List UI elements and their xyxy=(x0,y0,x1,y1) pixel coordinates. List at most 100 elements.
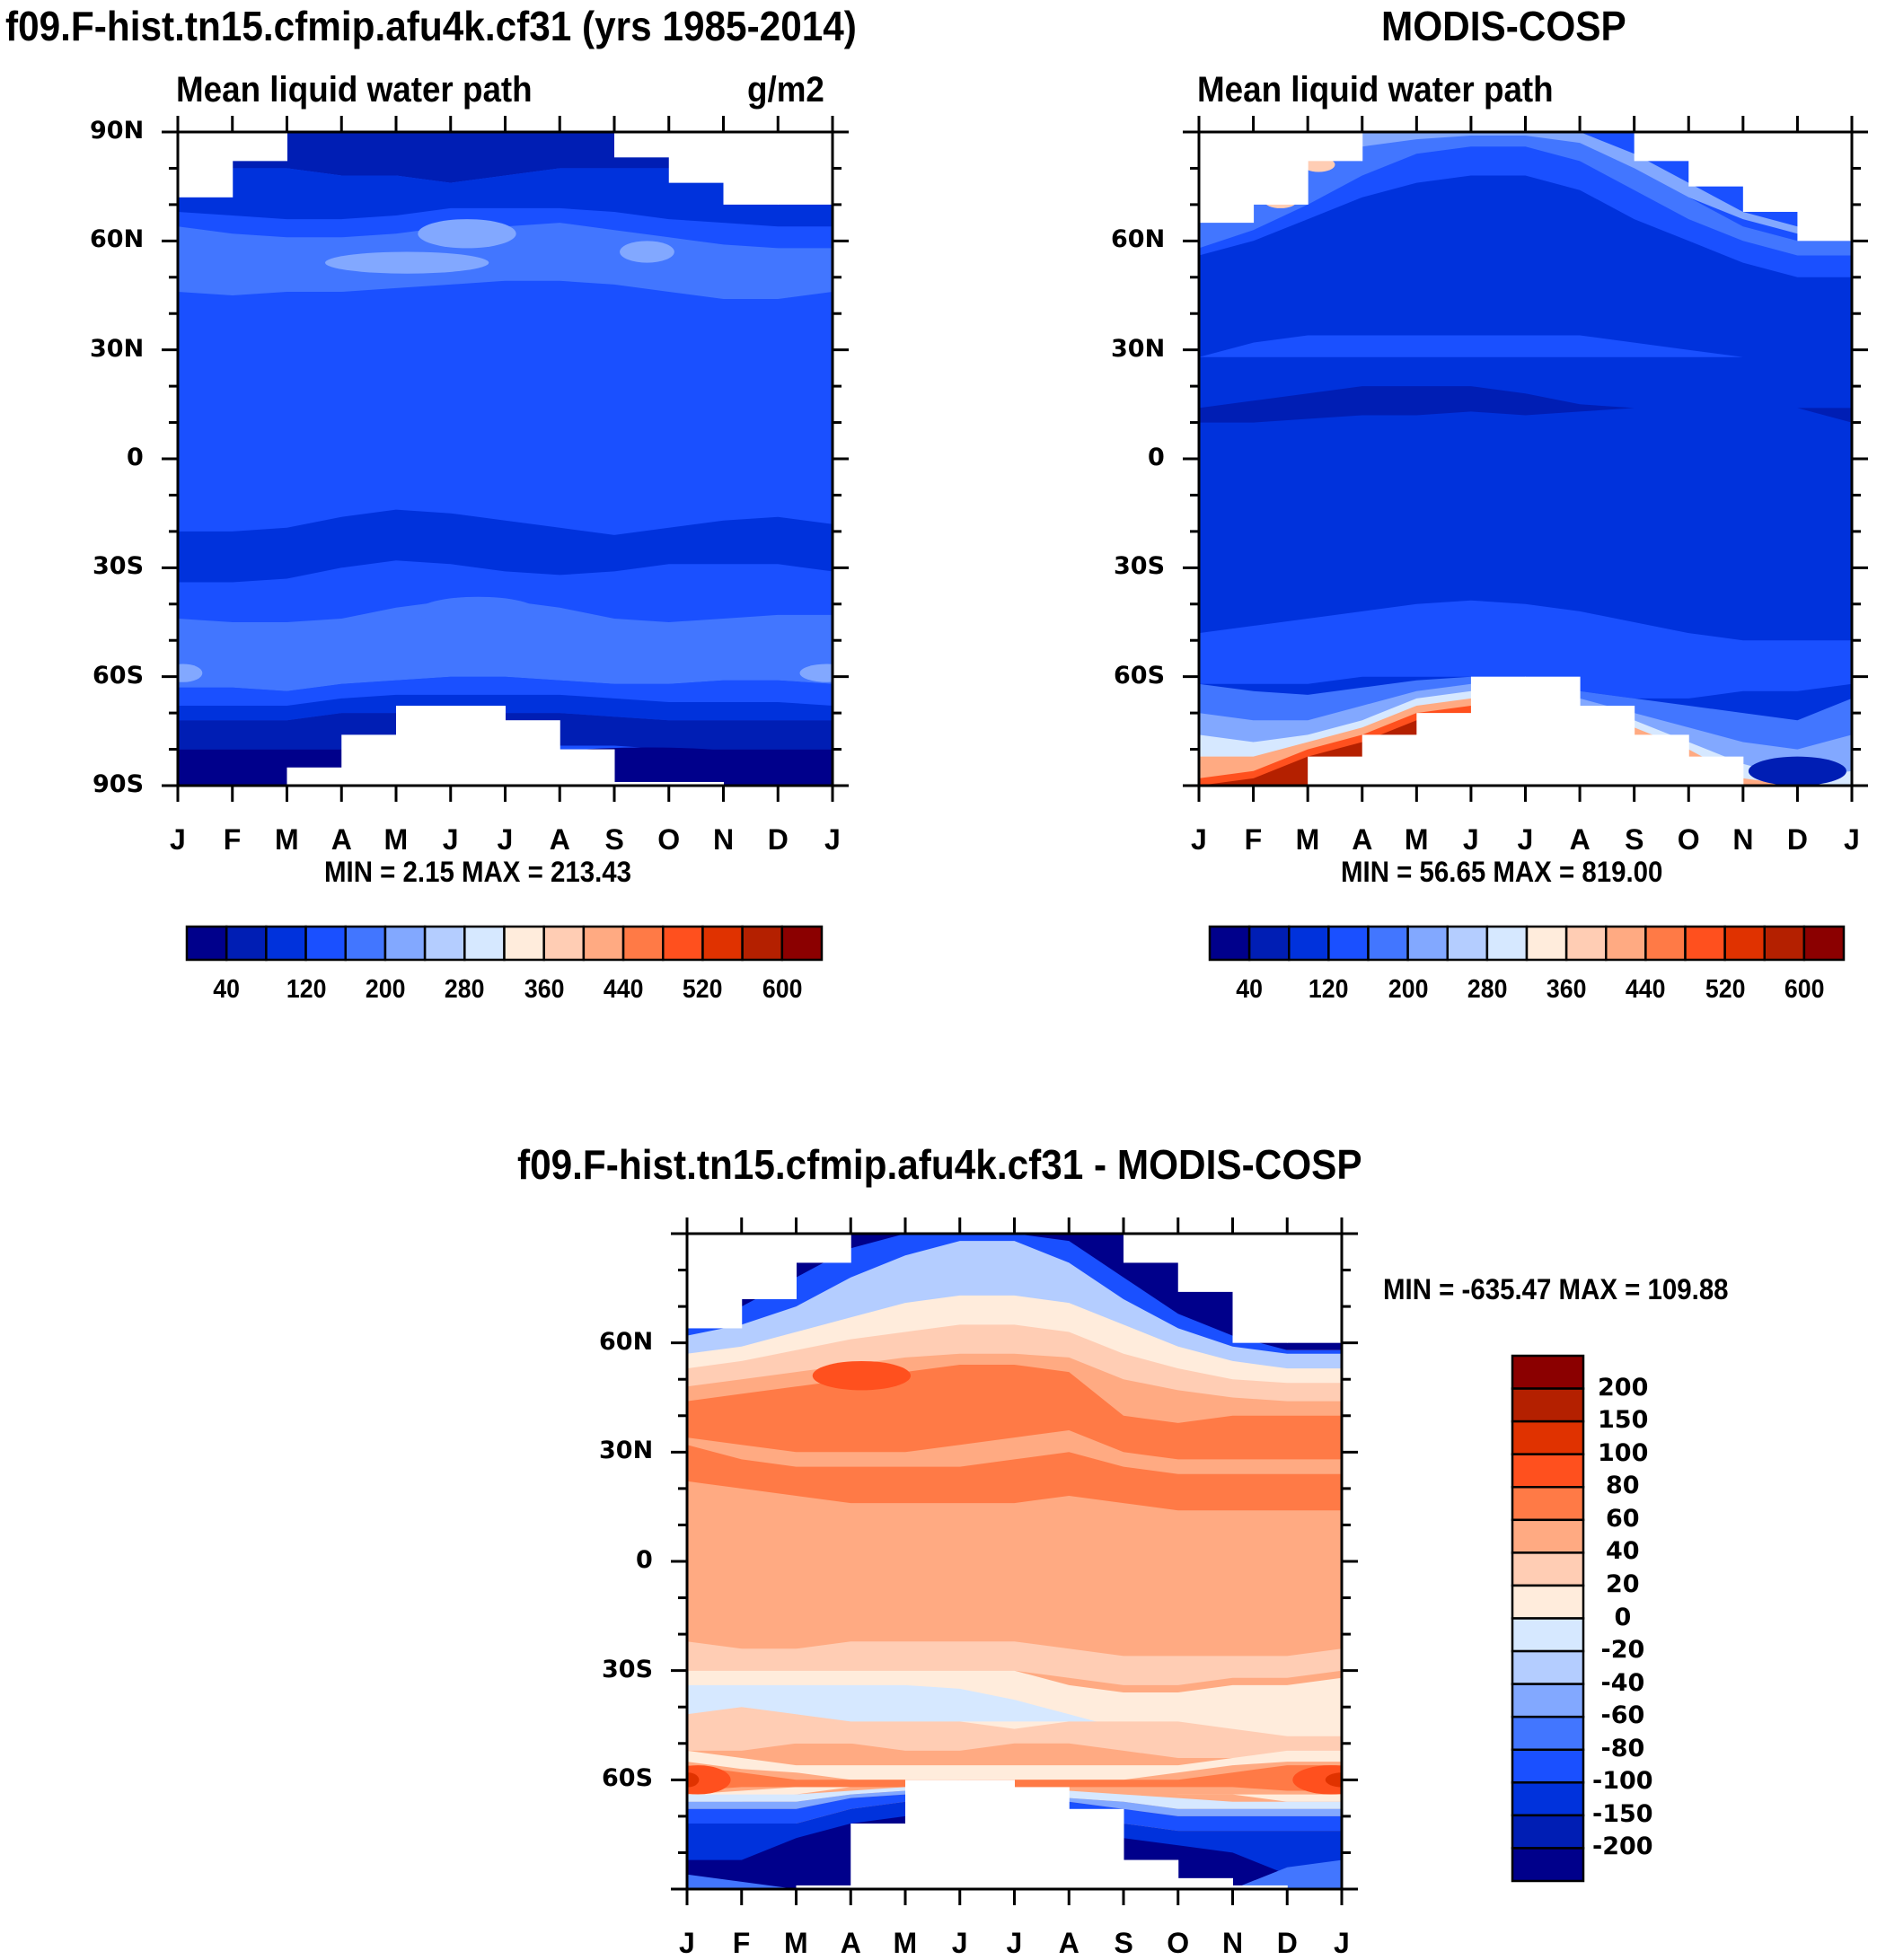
y-tick-label: 60S xyxy=(1114,661,1166,690)
colorbar-box xyxy=(304,925,347,962)
obs-panel-minmax: MIN = 56.65 MAX = 819.00 xyxy=(1341,856,1663,888)
missing-data-mask xyxy=(614,781,670,786)
x-tick-label: M xyxy=(1404,823,1429,856)
missing-data-mask xyxy=(1232,1885,1288,1889)
diff-colorbar xyxy=(1511,1354,1585,1883)
colorbar-tick-label: -150 xyxy=(1592,1799,1653,1828)
colorbar-tick-label: 520 xyxy=(1705,975,1746,1004)
missing-data-mask xyxy=(959,1780,1015,1889)
x-tick-label: M xyxy=(784,1927,808,1959)
colorbar-tick-label: 120 xyxy=(1309,975,1349,1004)
y-tick-label: 60N xyxy=(599,1327,654,1356)
missing-data-mask xyxy=(341,734,397,786)
colorbar-tick-label: 440 xyxy=(1626,975,1666,1004)
contour-band xyxy=(687,1641,1342,1685)
contour-band xyxy=(1199,386,1852,423)
missing-data-mask xyxy=(1470,676,1526,786)
missing-data-mask xyxy=(1232,1234,1288,1343)
missing-data-mask xyxy=(778,132,833,205)
obs-panel-variable-label: Mean liquid water path xyxy=(1197,70,1554,110)
colorbar-box xyxy=(185,925,228,962)
x-tick-label: J xyxy=(1191,823,1207,856)
diff-panel-minmax: MIN = -635.47 MAX = 109.88 xyxy=(1383,1273,1729,1305)
missing-data-mask xyxy=(1525,676,1581,786)
x-tick-label: A xyxy=(1352,823,1373,856)
x-tick-label: J xyxy=(442,823,459,856)
y-tick-label: 90N xyxy=(90,117,145,145)
obs-lwp-plot xyxy=(1199,132,1852,786)
colorbar-tick-label: 60 xyxy=(1606,1504,1640,1533)
colorbar-box xyxy=(503,925,545,962)
missing-data-mask xyxy=(232,132,287,162)
missing-data-mask xyxy=(614,132,670,158)
y-tick-label: 30N xyxy=(599,1437,654,1465)
colorbar-tick-label: 150 xyxy=(1598,1406,1649,1435)
y-tick-label: 30S xyxy=(602,1655,654,1683)
colorbar-box xyxy=(1511,1419,1585,1455)
y-tick-label: 30N xyxy=(90,334,145,363)
contour-blob xyxy=(620,241,674,263)
y-tick-label: 30S xyxy=(93,552,145,581)
missing-data-mask xyxy=(1416,713,1472,786)
contour-band xyxy=(687,1765,1342,1791)
colorbar-box xyxy=(1511,1584,1585,1620)
colorbar-tick-label: 600 xyxy=(762,975,803,1004)
colorbar-box xyxy=(1485,925,1529,962)
missing-data-mask xyxy=(1124,1859,1179,1889)
contour-blob xyxy=(418,596,538,627)
x-tick-label: O xyxy=(657,823,681,856)
colorbar-box xyxy=(1763,925,1806,962)
contour-band xyxy=(687,1324,1342,1402)
x-tick-label: J xyxy=(1334,1927,1350,1959)
y-tick-label: 60S xyxy=(93,661,145,690)
x-tick-label: F xyxy=(1244,823,1263,856)
colorbar-box xyxy=(1564,925,1608,962)
x-tick-label: M xyxy=(1295,823,1320,856)
colorbar-box xyxy=(1684,925,1726,962)
missing-data-mask xyxy=(687,1234,743,1329)
colorbar-box xyxy=(780,925,824,962)
colorbar-tick-label: -20 xyxy=(1600,1636,1645,1665)
colorbar-box xyxy=(1511,1453,1585,1489)
colorbar-box xyxy=(1367,925,1409,962)
model-panel-units-label: g/m2 xyxy=(747,70,824,110)
missing-data-mask xyxy=(668,132,724,183)
missing-data-mask xyxy=(450,706,506,786)
y-tick-label: 0 xyxy=(1148,444,1165,471)
missing-data-mask xyxy=(741,1234,797,1299)
colorbar-box xyxy=(344,925,387,962)
colorbar-box xyxy=(1511,1748,1585,1784)
x-tick-label: A xyxy=(549,823,570,856)
colorbar-tick-label: -100 xyxy=(1592,1767,1653,1796)
colorbar-tick-label: 40 xyxy=(1236,975,1264,1004)
colorbar-box xyxy=(1644,925,1687,962)
contour-band xyxy=(1199,600,1852,699)
x-tick-label: M xyxy=(275,823,299,856)
colorbar-box xyxy=(1723,925,1766,962)
colorbar-tick-label: 20 xyxy=(1606,1569,1640,1598)
contour-blob xyxy=(1748,756,1846,786)
missing-data-mask xyxy=(723,132,779,205)
colorbar-box xyxy=(1406,925,1449,962)
x-tick-label: J xyxy=(497,823,514,856)
colorbar-tick-label: 600 xyxy=(1784,975,1825,1004)
colorbar-box xyxy=(701,925,744,962)
colorbar-box xyxy=(1208,925,1251,962)
colorbar-tick-label: -200 xyxy=(1592,1833,1653,1861)
colorbar-tick-label: 200 xyxy=(1598,1373,1649,1402)
missing-data-mask xyxy=(1634,132,1689,162)
x-tick-label: A xyxy=(1058,1927,1079,1959)
missing-data-mask xyxy=(796,1234,851,1263)
contour-blob xyxy=(1292,1765,1342,1795)
colorbar-box xyxy=(1511,1354,1585,1390)
colorbar-box xyxy=(225,925,268,962)
model-panel-minmax: MIN = 2.15 MAX = 213.43 xyxy=(324,856,632,888)
missing-data-mask xyxy=(1580,706,1635,786)
colorbar-tick-label: -80 xyxy=(1600,1734,1645,1762)
colorbar-box xyxy=(1511,1617,1585,1653)
y-tick-label: 30N xyxy=(1111,334,1166,363)
colorbar-box xyxy=(662,925,704,962)
contour-band xyxy=(1199,335,1852,357)
contour-band xyxy=(687,1707,1342,1758)
colorbar-box xyxy=(741,925,784,962)
